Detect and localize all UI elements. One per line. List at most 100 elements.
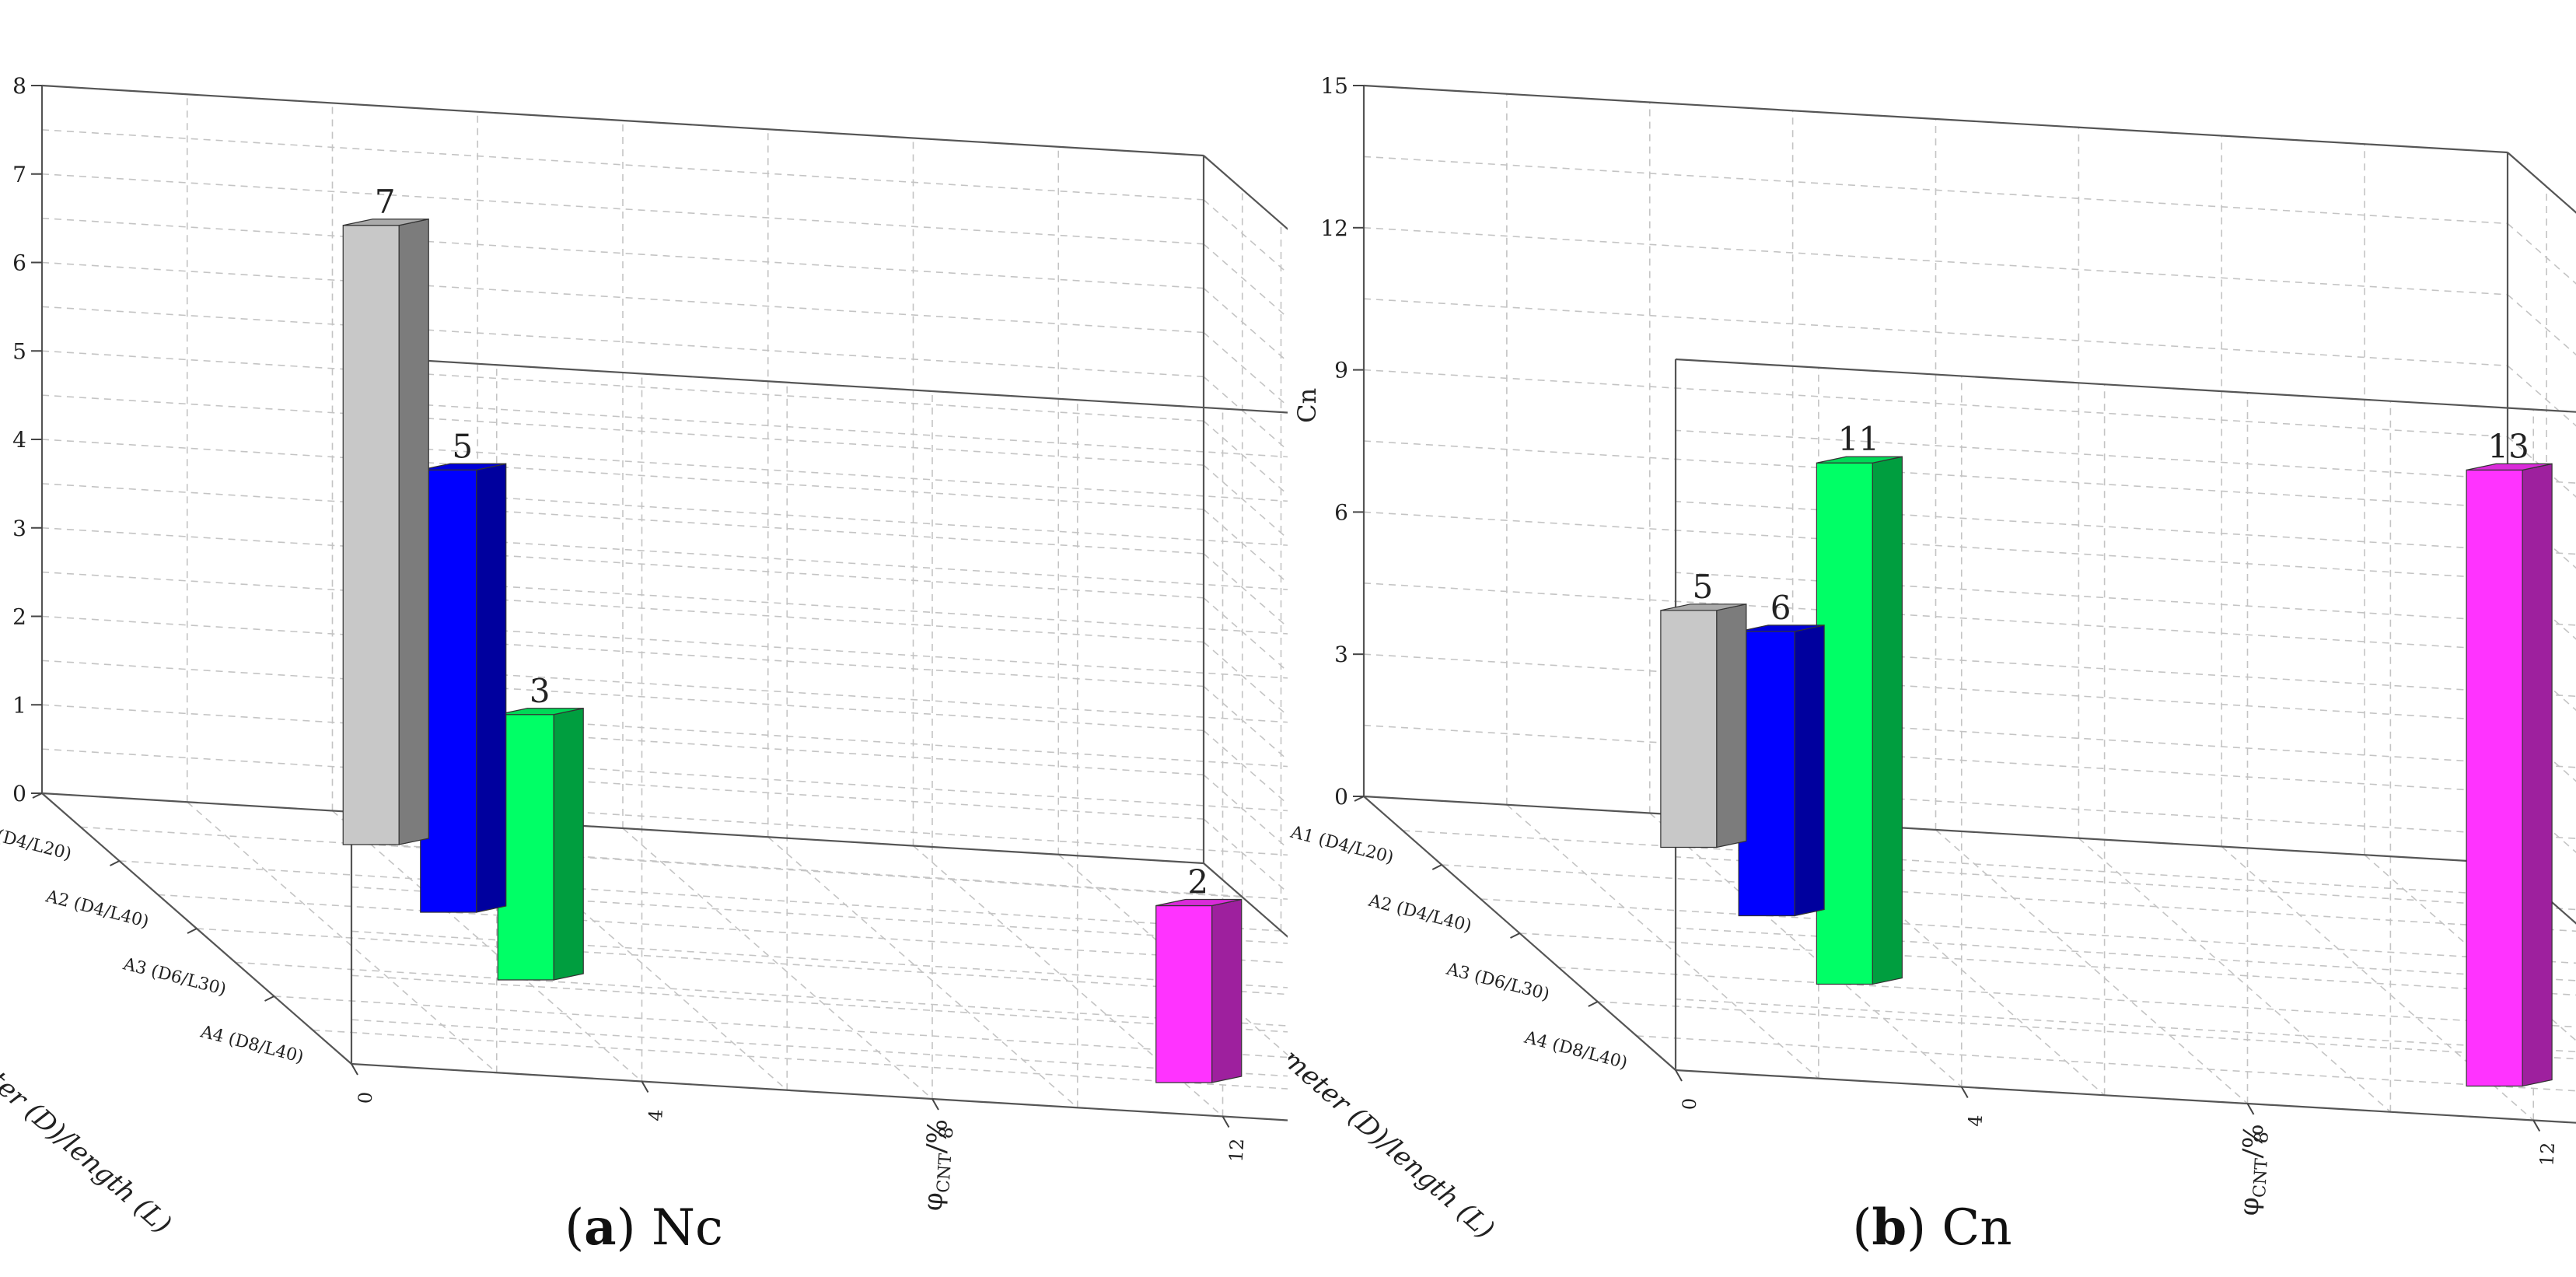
gridline-y-left [41,173,1204,245]
bar-value-label: 5 [1693,568,1714,606]
bar-front-face [1155,904,1213,1083]
z-tick-mark [641,1081,649,1093]
gridline-x-floor [274,995,1288,1058]
bar-side-face [476,463,507,913]
gridline-y [1675,365,2576,626]
bars: 13 11 6 5 [1660,420,2553,1087]
z-tick-mark [2532,1120,2541,1132]
bar-top-face [2466,463,2553,471]
y-tick-label: 12 [1320,215,1348,241]
gridline-y-left [41,571,1204,643]
gridline-z-floor [187,801,498,1073]
y-tick-label: 15 [1320,73,1348,99]
frame-edge [1675,358,2576,413]
gridline-x-floor [1597,1001,2576,1060]
z-tick-label: 4 [1964,1114,1987,1128]
bar-value-label: 5 [452,427,473,465]
bar-front-face [2466,469,2523,1087]
x-category-label: A1 (D4/L20) [0,819,73,864]
z-tick-label: 12 [1225,1138,1249,1163]
gridline-x-floor [1480,898,2576,964]
gridline-y [351,287,1288,546]
z-ticks: 0481216 [351,1063,1249,1163]
frame-edge [1363,795,2508,865]
x-tick-mark [110,860,120,866]
y-axis-label: Cn [1292,388,1322,423]
gridline-z-floor [331,810,643,1083]
y-tick-label: 8 [12,73,26,99]
y-tick-label: 3 [12,516,26,541]
frame-edge [2507,152,2576,214]
gridline-y [351,553,1288,812]
x-tick-mark [1354,796,1365,802]
chart-panel-a: 012345678NcA1 (D4/L20)A2 (D4/L40)A3 (D6/… [0,73,1288,1257]
x-category-labels: A1 (D4/L20) A2 (D4/L40) A3 (D6/L30) A4 (D8/… [1288,796,1630,1073]
x-tick-mark [264,995,274,1002]
gridline-y-left [1363,511,2508,580]
gridline-y-left [1363,298,2508,366]
gridline-y-left [41,261,1204,334]
y-ticks: 0 3 6 9 12 15 [1320,73,1364,810]
bar-top-face [420,463,506,471]
bar-value-label: 7 [375,183,396,221]
frame-edge [351,355,1288,414]
bar-value-label: 11 [1838,420,1879,458]
x-tick-mark [1510,932,1520,939]
bar-4: 13 [2466,427,2553,1087]
bar-front-face [342,225,400,845]
z-tick-label: 8 [935,1126,958,1139]
frame-edge [351,1062,1288,1121]
x-category-label: A2 (D4/L40) [43,887,151,932]
y-tick-label: 1 [12,692,26,718]
y-ticks: 0 1 2 3 4 5 6 7 8 [12,73,42,806]
bar-value-label: 13 [2487,427,2529,465]
gridline-x-floor [313,1029,1288,1090]
gridline-z-floor [2221,845,2534,1121]
gridline-x-floor [351,1063,1288,1121]
x-category-label: A3 (D6/L30) [121,954,229,999]
chart-b-svg: 0 3 6 9 12 15 Cn A1 (D4/L20) A2 (D4/L40) A3 (D6/L… [1288,73,2576,1257]
y-tick-label: 4 [12,427,26,453]
y-tick-label: 6 [12,250,26,276]
bars: 2 3 5 7 [342,183,1243,1083]
x-tick-mark [1431,864,1442,870]
bar-4: 2 [1155,863,1243,1083]
bar-3: 11 [1816,420,1903,985]
z-tick-mark [1675,1069,1683,1082]
gridline-y-left [1363,724,2508,793]
bar-front-face [1816,462,1873,985]
z-tick-label: 8 [2250,1131,2273,1144]
gridline-y [351,376,1288,635]
frame-edge [1203,862,1288,938]
gridline-y [1675,294,2576,555]
x-category-label: A3 (D6/L30) [1444,959,1552,1004]
x-tick-mark [187,928,197,934]
bar-side-face [1716,604,1747,848]
gridline-y [351,243,1288,502]
bar-top-face [498,708,584,715]
grid [1363,85,2576,1124]
z-axis-label: φCNT/% [918,1118,958,1212]
gridline-y [351,331,1288,590]
bar-3: 3 [497,672,584,981]
frame-edge [41,84,1204,157]
bar-side-face [553,708,584,981]
chart-panel-b: 0 3 6 9 12 15 Cn A1 (D4/L20) A2 (D4/L40) A3 (D6/L… [1288,0,2576,1277]
bar-top-face [1660,604,1746,611]
gridline-z-floor [1649,812,1963,1088]
gridline-y [351,420,1288,679]
bar-2: 6 [1738,589,1825,917]
x-category-label: A4 (D8/L40) [197,1022,306,1067]
bar-top-face [1816,456,1903,464]
gridline-x-floor [158,894,1288,964]
frame-edge [1675,1069,2576,1124]
z-tick-label: 12 [2536,1142,2559,1167]
gridline-z-floor [1935,829,2249,1104]
gridline-y [351,729,1288,988]
frame-edge [1363,84,2508,154]
bar-side-face [1872,456,1903,985]
x-axis-label: CNT diameter (D)/length (L) [0,966,177,1240]
bar-1: 7 [342,183,429,845]
bar-value-label: 3 [530,672,551,710]
gridline-x-floor [1442,864,2576,932]
